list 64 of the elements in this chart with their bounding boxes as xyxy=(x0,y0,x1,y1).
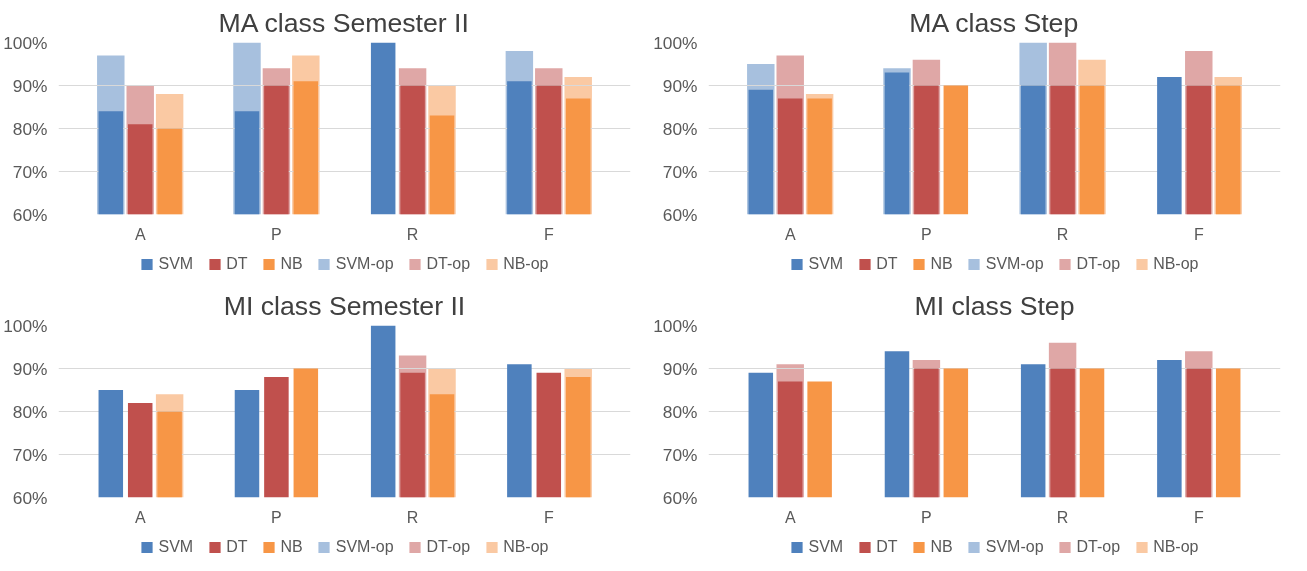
y-tick-label: 90% xyxy=(662,75,698,96)
legend-label: DT xyxy=(226,538,248,556)
x-tick-label: R xyxy=(1056,225,1069,243)
legend-label: DT-op xyxy=(426,538,471,556)
chart-title: MI class Semester II xyxy=(223,290,466,321)
legend-label: DT xyxy=(226,255,248,273)
legend-label: NB xyxy=(280,538,303,556)
legend-label: NB xyxy=(930,255,953,273)
chart-title: MI class Step xyxy=(914,290,1075,321)
legend-label: SVM xyxy=(158,538,194,556)
legend-label: NB-op xyxy=(503,255,549,273)
x-tick-label: P xyxy=(271,225,282,243)
y-tick-label: 80% xyxy=(662,118,698,139)
x-tick-label: F xyxy=(1193,225,1204,243)
legend-label: SVM-op xyxy=(335,538,394,556)
x-tick-label: F xyxy=(543,225,554,243)
y-tick-label: 100% xyxy=(653,315,698,336)
x-tick-label: F xyxy=(1193,508,1204,526)
legend-label: SVM-op xyxy=(335,255,394,273)
legend-label: NB-op xyxy=(1153,538,1199,556)
x-tick-label: P xyxy=(271,508,282,526)
x-tick-label: A xyxy=(134,508,146,526)
y-tick-label: 90% xyxy=(12,358,48,379)
legend-label: NB-op xyxy=(1153,255,1199,273)
y-tick-label: 60% xyxy=(662,204,698,225)
y-tick-label: 60% xyxy=(662,487,698,508)
legend-label: DT-op xyxy=(1076,538,1121,556)
y-tick-label: 60% xyxy=(12,204,48,225)
y-tick-label: 90% xyxy=(662,358,698,379)
y-tick-label: 60% xyxy=(12,487,48,508)
legend-label: DT-op xyxy=(1076,255,1121,273)
y-tick-label: 80% xyxy=(662,401,698,422)
y-tick-label: 90% xyxy=(12,75,48,96)
legend-label: SVM xyxy=(808,538,844,556)
x-tick-label: F xyxy=(543,508,554,526)
x-tick-label: P xyxy=(921,508,932,526)
x-tick-label: R xyxy=(406,508,419,526)
x-tick-label: P xyxy=(921,225,932,243)
y-tick-label: 70% xyxy=(662,161,698,182)
legend-label: SVM-op xyxy=(985,538,1044,556)
y-tick-label: 70% xyxy=(662,444,698,465)
legend-label: DT xyxy=(876,255,898,273)
legend-label: SVM xyxy=(158,255,194,273)
y-tick-label: 100% xyxy=(3,315,48,336)
legend-label: NB xyxy=(280,255,303,273)
y-tick-label: 70% xyxy=(12,444,48,465)
legend-label: DT xyxy=(876,538,898,556)
y-tick-label: 80% xyxy=(12,401,48,422)
x-tick-label: R xyxy=(1056,508,1069,526)
legend-label: DT-op xyxy=(426,255,471,273)
legend-label: SVM xyxy=(808,255,844,273)
x-tick-label: A xyxy=(784,508,796,526)
chart-title: MA class Step xyxy=(909,7,1079,38)
y-tick-label: 70% xyxy=(12,161,48,182)
legend-label: SVM-op xyxy=(985,255,1044,273)
y-tick-label: 80% xyxy=(12,118,48,139)
chart-title: MA class Semester II xyxy=(218,7,469,38)
y-tick-label: 100% xyxy=(653,32,698,53)
y-tick-label: 100% xyxy=(3,32,48,53)
x-tick-label: A xyxy=(134,225,146,243)
legend-label: NB xyxy=(930,538,953,556)
legend-label: NB-op xyxy=(503,538,549,556)
x-tick-label: R xyxy=(406,225,419,243)
x-tick-label: A xyxy=(784,225,796,243)
